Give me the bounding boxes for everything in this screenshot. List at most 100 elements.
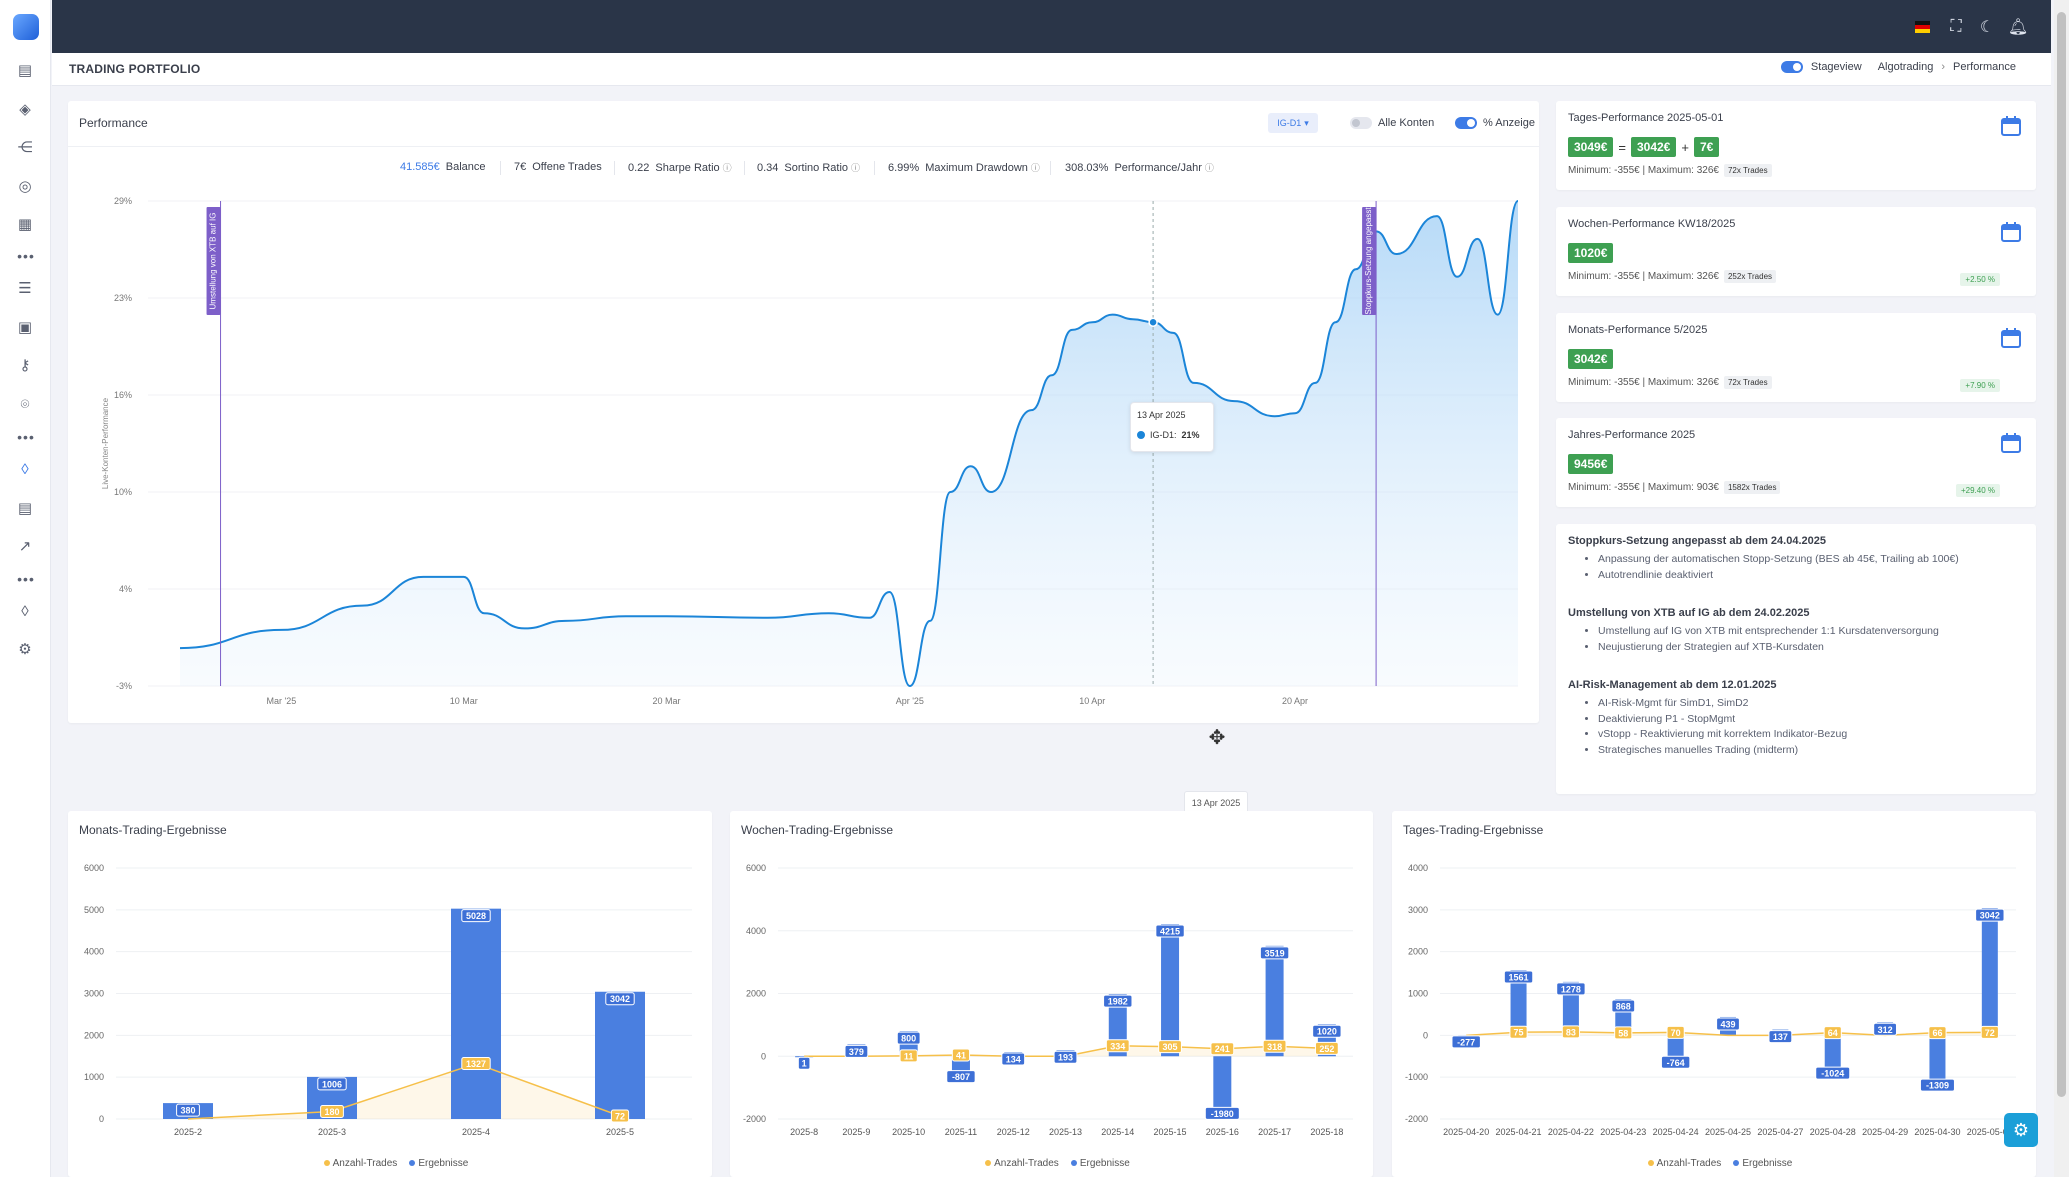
sliders-icon[interactable]: ☰ <box>18 280 32 297</box>
legend-dot <box>1733 1160 1740 1167</box>
stageview-toggle[interactable] <box>1780 61 1803 73</box>
result-label-bg <box>1259 946 1290 960</box>
trades-label-bg <box>1614 1026 1633 1040</box>
breadcrumb-chevron-icon: › <box>1941 61 1946 73</box>
trades-label-bg <box>1823 1026 1842 1040</box>
x-tick-label: 2025-11 <box>945 1127 977 1137</box>
y-tick-label: 16% <box>114 390 132 400</box>
trades-label: 64 <box>1828 1028 1838 1038</box>
line-chart-icon[interactable]: ↗ <box>18 538 32 555</box>
key-icon[interactable]: ⚷ <box>19 357 31 374</box>
bell-icon[interactable]: 🔔︎ <box>2007 19 2029 36</box>
changelog-title: Stoppkurs-Setzung angepasst ab dem 24.04… <box>1568 535 1826 547</box>
list-icon[interactable]: ▤ <box>17 62 33 79</box>
settings-icon[interactable]: ⚙ <box>18 641 32 658</box>
result-label: 1561 <box>1509 973 1529 983</box>
calendar-icon[interactable] <box>2000 327 2022 349</box>
info-icon[interactable]: ⓘ <box>1204 163 1214 173</box>
more-icon[interactable]: ••• <box>17 429 35 445</box>
flag-de-icon[interactable] <box>1915 21 1930 33</box>
stat-label: Balance <box>445 161 486 173</box>
all-accounts-toggle[interactable] <box>1350 117 1372 129</box>
result-bar <box>1510 970 1527 1036</box>
legend-results[interactable]: Ergebnisse <box>1079 1158 1130 1169</box>
chart-box-icon[interactable]: ▣ <box>17 319 33 336</box>
info-icon[interactable]: ⓘ <box>851 163 861 173</box>
more-icon[interactable]: ••• <box>17 571 35 587</box>
performance-card-header: Performance IG-D1 ▾ Alle Konten % Anzeige <box>68 101 1539 147</box>
result-bar <box>451 908 501 1119</box>
changelog-item: Neujustierung der Strategien auf XTB-Kur… <box>1598 640 1939 656</box>
calendar-icon[interactable] <box>2000 115 2022 137</box>
result-label-bg <box>1451 1035 1481 1049</box>
info-icon[interactable]: ⓘ <box>722 163 732 173</box>
result-label-bg <box>1815 1066 1851 1080</box>
tooltip-series: IG-D1: <box>1150 430 1177 440</box>
all-accounts-label: Alle Konten <box>1378 117 1435 129</box>
legend-trades[interactable]: Anzahl-Trades <box>1656 1158 1722 1169</box>
layers-icon[interactable]: ◈ <box>19 101 31 118</box>
x-tick-label: 2025-04-22 <box>1548 1127 1594 1137</box>
x-tick-label: Mar '25 <box>266 696 296 706</box>
trades-label-bg <box>1980 1025 1999 1039</box>
x-tick-label: 2025-2 <box>174 1127 202 1137</box>
equals-sign: = <box>1618 139 1626 155</box>
calendar-icon[interactable] <box>2000 432 2022 454</box>
legend-trades[interactable]: Anzahl-Trades <box>994 1158 1059 1169</box>
weekly-results-chart[interactable]: 6000 4000 2000 0 -2000 2025-8 2025-9 2025-10 202… <box>730 811 1373 1151</box>
x-tick-label: 2025-04-21 <box>1496 1127 1542 1137</box>
newspaper-icon[interactable]: ▦ <box>17 216 33 233</box>
app-logo[interactable] <box>13 14 39 40</box>
daily-results-chart[interactable]: 4000 3000 2000 1000 0 -1000 -2000 2025-04-20 202… <box>1392 811 2036 1151</box>
changelog-item: AI-Risk-Mgmt für SimD1, SimD2 <box>1598 696 1847 712</box>
result-label: 3042 <box>1980 911 2000 921</box>
info-icon[interactable]: ⓘ <box>1030 163 1040 173</box>
daily-results-title: Tages-Trading-Ergebnisse <box>1403 823 1544 837</box>
drop-icon[interactable]: ◊ <box>21 460 29 478</box>
trades-line <box>187 1062 621 1120</box>
trades-label: 72 <box>615 1111 625 1121</box>
scrollbar-thumb[interactable] <box>2057 12 2066 1097</box>
changelog-title: AI-Risk-Management ab dem 12.01.2025 <box>1568 679 1777 691</box>
kpi-part-value: 7€ <box>1693 137 1720 157</box>
fullscreen-icon[interactable]: ⛶ <box>1950 18 1962 35</box>
result-label-bg <box>896 1031 921 1045</box>
moon-icon[interactable]: ☾ <box>1979 19 1995 36</box>
performance-title: Performance <box>79 116 148 130</box>
legend-results[interactable]: Ergebnisse <box>1742 1158 1793 1169</box>
settings-fab-button[interactable]: ⚙ <box>2004 1113 2038 1147</box>
legend-results[interactable]: Ergebnisse <box>418 1158 469 1169</box>
crosshair-marker <box>1148 317 1158 327</box>
y-tick-label: 3000 <box>1408 905 1428 915</box>
percent-view-toggle[interactable] <box>1455 117 1477 129</box>
more-icon[interactable]: ••• <box>17 248 35 264</box>
result-label-bg <box>1556 982 1586 996</box>
result-label-bg <box>1611 999 1636 1013</box>
location-icon[interactable]: ⌾ <box>20 395 30 413</box>
trades-label-bg <box>1928 1026 1947 1040</box>
performance-chart[interactable]: 29% 23% 16% 10% 4% -3% Live-Konten-Performance… <box>68 191 1539 721</box>
kpi-main-value: 3049€ <box>1568 137 1614 157</box>
x-tick-label: Apr '25 <box>896 696 924 706</box>
breadcrumb-algotrading[interactable]: Algotrading <box>1877 61 1934 73</box>
calendar-icon[interactable] <box>2000 221 2022 243</box>
legend-trades[interactable]: Anzahl-Trades <box>332 1158 398 1169</box>
monthly-results-chart[interactable]: 6000 5000 4000 3000 2000 1000 0 2025-2 2025-3 202… <box>68 811 712 1151</box>
kpi-trades-badge: 252x Trades <box>1723 270 1777 283</box>
result-label: 1006 <box>322 1079 342 1089</box>
stat-sortino: 0.34 Sortino Ratio ⓘ <box>757 161 860 174</box>
result-label-bg <box>1873 1022 1897 1036</box>
report-icon[interactable]: ▤ <box>17 500 33 517</box>
x-tick-label: 2025-14 <box>1101 1127 1134 1137</box>
trades-label: 41 <box>956 1050 966 1060</box>
result-label-bg <box>1053 1050 1078 1064</box>
trades-label: 11 <box>904 1051 914 1061</box>
share-icon[interactable]: ⋲ <box>17 139 33 156</box>
result-bar <box>595 991 645 1119</box>
globe-icon[interactable]: ◎ <box>18 178 32 195</box>
drop-icon[interactable]: ◊ <box>21 602 29 620</box>
account-select[interactable]: IG-D1 ▾ <box>1268 113 1318 133</box>
y-tick-label: 29% <box>114 196 132 206</box>
stats-bar: 41.585€ Balance 7€ Offene Trades 0.22 Sharp… <box>68 161 1539 177</box>
y-tick-label: 2000 <box>746 989 766 999</box>
